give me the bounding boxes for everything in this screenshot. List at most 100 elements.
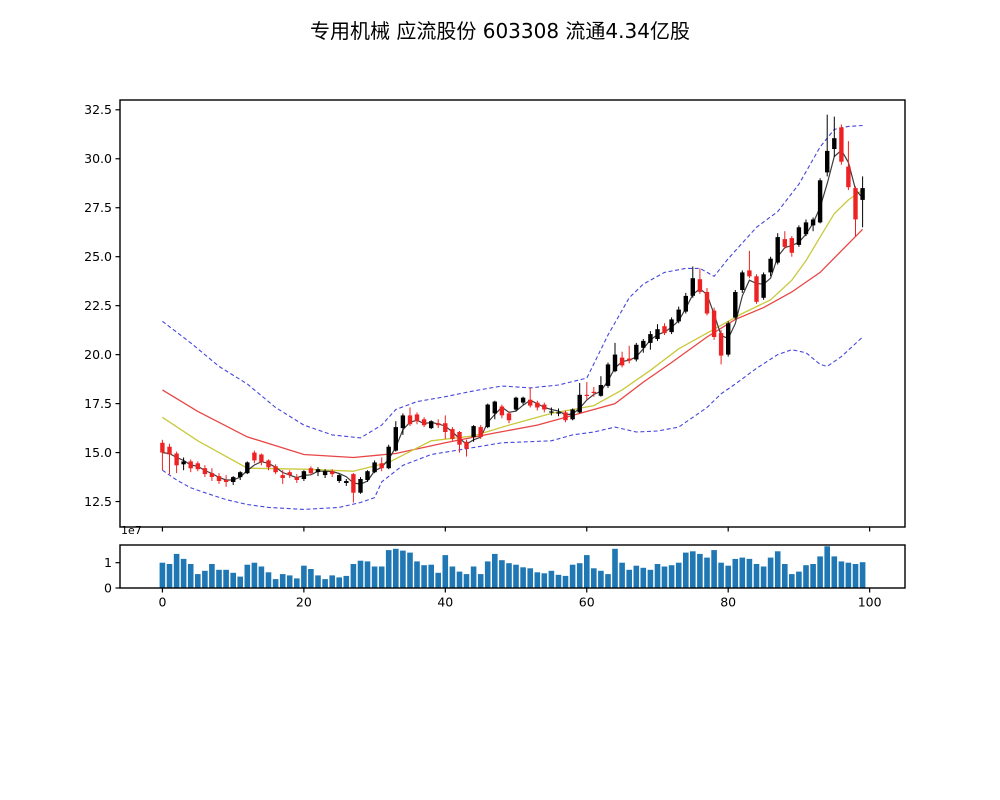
volume-bar: [640, 567, 647, 588]
volume-bar: [499, 560, 505, 588]
volume-bar: [718, 562, 724, 588]
volume-bar: [180, 558, 187, 588]
candle-body: [393, 427, 398, 451]
volume-bar: [584, 555, 590, 588]
candle-body: [718, 333, 724, 356]
volume-bar: [704, 557, 710, 588]
volume-bar: [329, 575, 335, 588]
candle-body: [202, 468, 208, 475]
volume-bar: [760, 566, 767, 588]
candle-body: [832, 138, 837, 149]
volume-bar: [272, 579, 279, 588]
candle-body: [379, 463, 384, 469]
volume-bars-group: [159, 546, 866, 588]
volume-bar: [598, 570, 604, 588]
band-upper-line: [162, 124, 863, 439]
candle-body: [669, 319, 674, 333]
candle-body: [386, 446, 391, 469]
volume-bar: [548, 570, 555, 588]
price-tick-label: 27.5: [84, 200, 112, 215]
candle-body: [634, 344, 639, 360]
candle-body: [365, 471, 370, 480]
candle-body: [775, 237, 780, 263]
candle-body: [322, 471, 328, 476]
volume-bar: [541, 573, 548, 588]
candle-body: [570, 409, 575, 420]
volume-bar: [449, 566, 456, 588]
candle-body: [457, 432, 462, 445]
candle-body: [188, 461, 193, 469]
volume-bar: [371, 566, 378, 588]
volume-bar: [442, 555, 449, 588]
volume-bar: [258, 566, 265, 588]
candle-body: [817, 180, 823, 223]
bollinger-bands: [162, 124, 863, 510]
candle-body: [683, 295, 688, 312]
volume-bar: [746, 558, 753, 588]
volume-bar: [209, 564, 215, 588]
volume-bar: [803, 565, 809, 588]
candle-body: [273, 466, 278, 473]
volume-bar: [385, 550, 392, 588]
volume-bar: [428, 564, 434, 588]
volume-bar: [647, 569, 654, 588]
price-tick-label: 30.0: [84, 151, 112, 166]
candle-body: [471, 426, 476, 437]
candle-body: [535, 402, 540, 408]
candle-body: [485, 404, 490, 428]
volume-bar: [591, 568, 597, 588]
candle-body: [358, 479, 363, 493]
price-tick-label: 12.5: [84, 494, 112, 509]
x-tick-label: 80: [720, 595, 736, 610]
candle-body: [591, 391, 596, 393]
candle-body: [655, 329, 660, 339]
candle-body: [761, 274, 766, 298]
chart-title: 专用机械 应流股份 603308 流通4.34亿股: [310, 19, 690, 43]
volume-bar: [393, 548, 399, 588]
volume-bar: [555, 574, 562, 588]
volume-bar: [484, 561, 491, 588]
candle-body: [231, 477, 236, 482]
candle-body: [612, 354, 618, 372]
candle-body: [478, 427, 483, 437]
volume-bar: [506, 563, 512, 588]
volume-bar: [244, 564, 251, 588]
volume-bar: [576, 563, 583, 588]
candle-body: [513, 397, 519, 410]
candle-body: [301, 471, 307, 479]
volume-bar: [711, 550, 717, 588]
volume-bar: [859, 562, 866, 588]
candle-body: [641, 340, 646, 348]
candle-body: [294, 477, 299, 480]
candle-body: [704, 292, 710, 314]
volume-bar: [817, 556, 823, 588]
volume-bar: [463, 574, 470, 588]
candle-body: [160, 442, 165, 453]
candle-body: [174, 453, 179, 466]
volume-tick-label: 1: [104, 555, 112, 570]
candle-body: [860, 188, 865, 200]
volume-bar: [810, 564, 816, 588]
ma-slow-line: [162, 228, 864, 459]
volume-bar: [569, 564, 576, 588]
volume-bar: [216, 569, 222, 588]
candle-body: [344, 481, 349, 483]
volume-bar: [520, 567, 526, 588]
volume-bar: [605, 574, 611, 588]
candle-body: [372, 462, 377, 473]
volume-bar: [364, 561, 371, 588]
candle-body: [216, 476, 222, 481]
volume-bar: [315, 575, 321, 588]
candle-body: [443, 423, 448, 432]
volume-bar: [265, 572, 272, 588]
candle-body: [754, 276, 759, 302]
volume-bar: [824, 546, 830, 588]
candle-body: [308, 468, 314, 474]
candle-body: [598, 385, 604, 396]
volume-bar: [400, 550, 406, 588]
candle-body: [740, 272, 745, 290]
candle-body: [711, 310, 717, 337]
price-tick-label: 15.0: [84, 445, 112, 460]
candle-body: [782, 239, 787, 247]
